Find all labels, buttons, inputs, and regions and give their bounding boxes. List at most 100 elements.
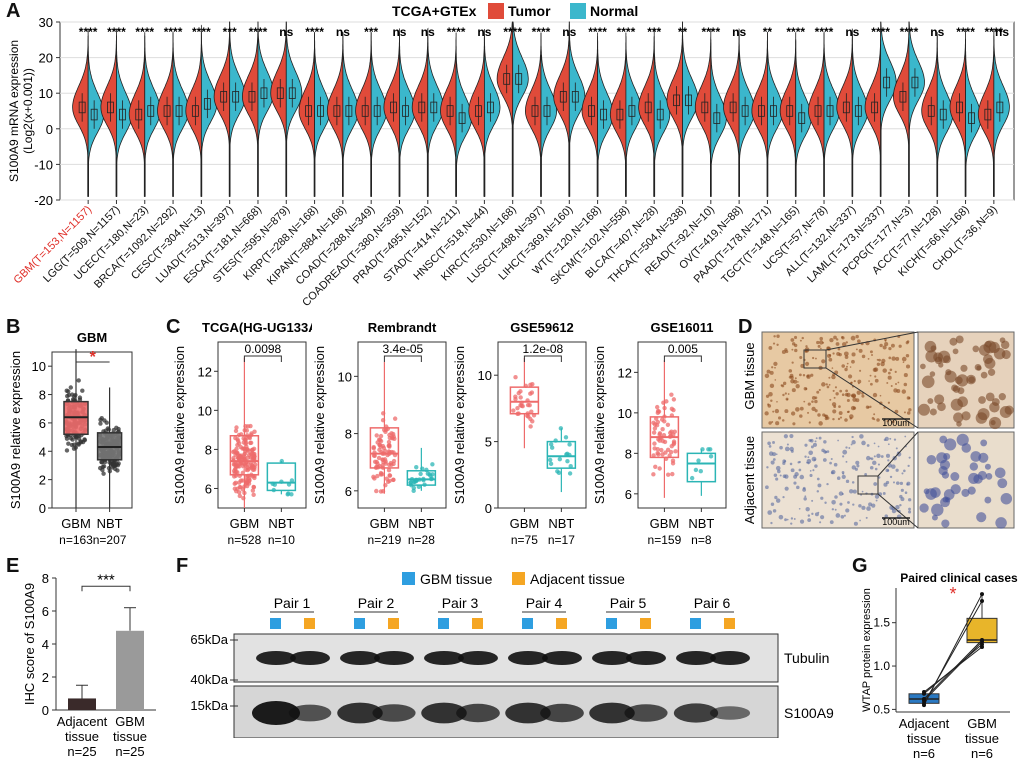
cell-dot <box>791 388 796 393</box>
cell-dot <box>811 499 814 502</box>
box-tumor-9 <box>333 105 341 117</box>
cell-dot <box>799 414 803 418</box>
data-point <box>251 484 256 490</box>
lane-marker-adjacent <box>724 618 735 629</box>
cell-dot <box>877 463 881 466</box>
data-point <box>652 441 657 446</box>
box-normal-31 <box>968 112 975 124</box>
pair-point <box>980 599 984 604</box>
box-chart-c-rembrandt: 6 8 10 Rembrandt S100A9 relative expression G… <box>312 320 447 547</box>
data-point <box>391 477 396 482</box>
sig-label-0: **** <box>79 25 98 39</box>
x-tick-label-0: GBM <box>510 516 540 531</box>
cell-dot <box>859 519 861 522</box>
cell-dot <box>834 508 837 511</box>
cell-dot <box>832 417 835 421</box>
data-point <box>660 427 665 432</box>
cell-dot <box>791 361 794 364</box>
box-normal-28 <box>883 76 891 89</box>
data-point <box>565 459 570 464</box>
lane-marker-gbm <box>354 618 365 629</box>
cell-dot <box>906 483 909 486</box>
cell-dot <box>824 414 827 418</box>
data-point <box>380 463 385 468</box>
cell-dot <box>778 416 782 420</box>
cell-dot <box>807 411 810 414</box>
box-normal-4 <box>203 98 211 110</box>
cell-dot <box>828 383 831 386</box>
x-tick-label-0: GBM <box>61 516 91 531</box>
lane-marker-adjacent <box>472 618 483 629</box>
box-tumor-23 <box>729 101 737 114</box>
violin-tumor-16 <box>524 32 542 197</box>
data-point <box>651 420 656 426</box>
x-label-1-2: n=25 <box>115 744 144 759</box>
row-label-adjacent: Adjacent tissue <box>742 436 757 524</box>
cell-dot <box>826 385 830 389</box>
box-normal-20 <box>656 108 664 121</box>
y-axis-label: IHC score of S100A9 <box>22 583 37 705</box>
box-tumor-1 <box>107 101 114 114</box>
cell-dot <box>774 495 778 500</box>
cell-dot <box>784 518 787 522</box>
box-normal-15 <box>515 73 523 85</box>
cell-dot <box>828 376 831 379</box>
cell-dot <box>775 498 781 503</box>
data-point <box>384 476 389 481</box>
cell-dot <box>841 336 845 340</box>
cell-dot <box>776 469 781 474</box>
data-point <box>547 457 553 463</box>
box-tumor-6 <box>248 91 256 103</box>
cell-dot <box>868 380 870 382</box>
data-point <box>250 488 256 493</box>
cell-dot <box>774 408 780 414</box>
cell-dot <box>784 486 789 491</box>
cell-dot <box>856 390 861 395</box>
zoom-line <box>877 431 919 477</box>
cell-dot <box>843 514 846 517</box>
sig-label-31: **** <box>956 25 975 39</box>
cell-dot <box>770 399 773 403</box>
y-tick-label: 4 <box>42 637 49 652</box>
cell-dot <box>772 458 776 461</box>
lane-marker-gbm <box>522 618 533 629</box>
sig-label-18: **** <box>588 25 607 39</box>
band-label-tubulin: Tubulin <box>784 650 829 666</box>
cell-dot <box>845 446 848 449</box>
cell-dot <box>790 379 795 384</box>
cell-dot <box>818 388 821 392</box>
data-point <box>66 441 71 446</box>
y-tick-label: -10 <box>34 157 53 172</box>
cell-dot <box>841 474 846 479</box>
data-point <box>386 449 392 454</box>
band-s100a9-1 <box>288 704 332 722</box>
box-normal-27 <box>854 105 862 117</box>
plot-frame <box>497 341 587 509</box>
data-point <box>98 421 103 426</box>
lane-marker-gbm <box>270 618 281 629</box>
chart-title: TCGA(HG-UG133A) <box>202 320 312 335</box>
cell-dot <box>894 409 899 414</box>
cell-dot <box>858 348 863 353</box>
box-normal-22 <box>713 112 721 124</box>
box-tumor-18 <box>588 105 596 117</box>
cell-dot <box>876 362 881 366</box>
band-tubulin-9 <box>626 651 666 665</box>
plot-frame <box>51 351 133 509</box>
cell-dot <box>771 366 774 369</box>
band-s100a9-9 <box>624 704 668 722</box>
violin-normal-13 <box>455 39 473 197</box>
cell-dot <box>795 384 800 389</box>
cell-dot <box>893 388 898 393</box>
cell-dot <box>793 474 798 479</box>
data-point <box>232 486 238 491</box>
cell-dot <box>766 369 771 374</box>
p-bracket <box>523 355 562 362</box>
box-tumor-0 <box>78 101 86 114</box>
y-tick-label: 0 <box>39 501 46 516</box>
p-bracket <box>383 355 422 362</box>
sig-label-5: *** <box>223 25 237 39</box>
cell-dot <box>956 433 969 446</box>
cell-dot <box>889 368 893 372</box>
cell-dot <box>842 472 845 475</box>
